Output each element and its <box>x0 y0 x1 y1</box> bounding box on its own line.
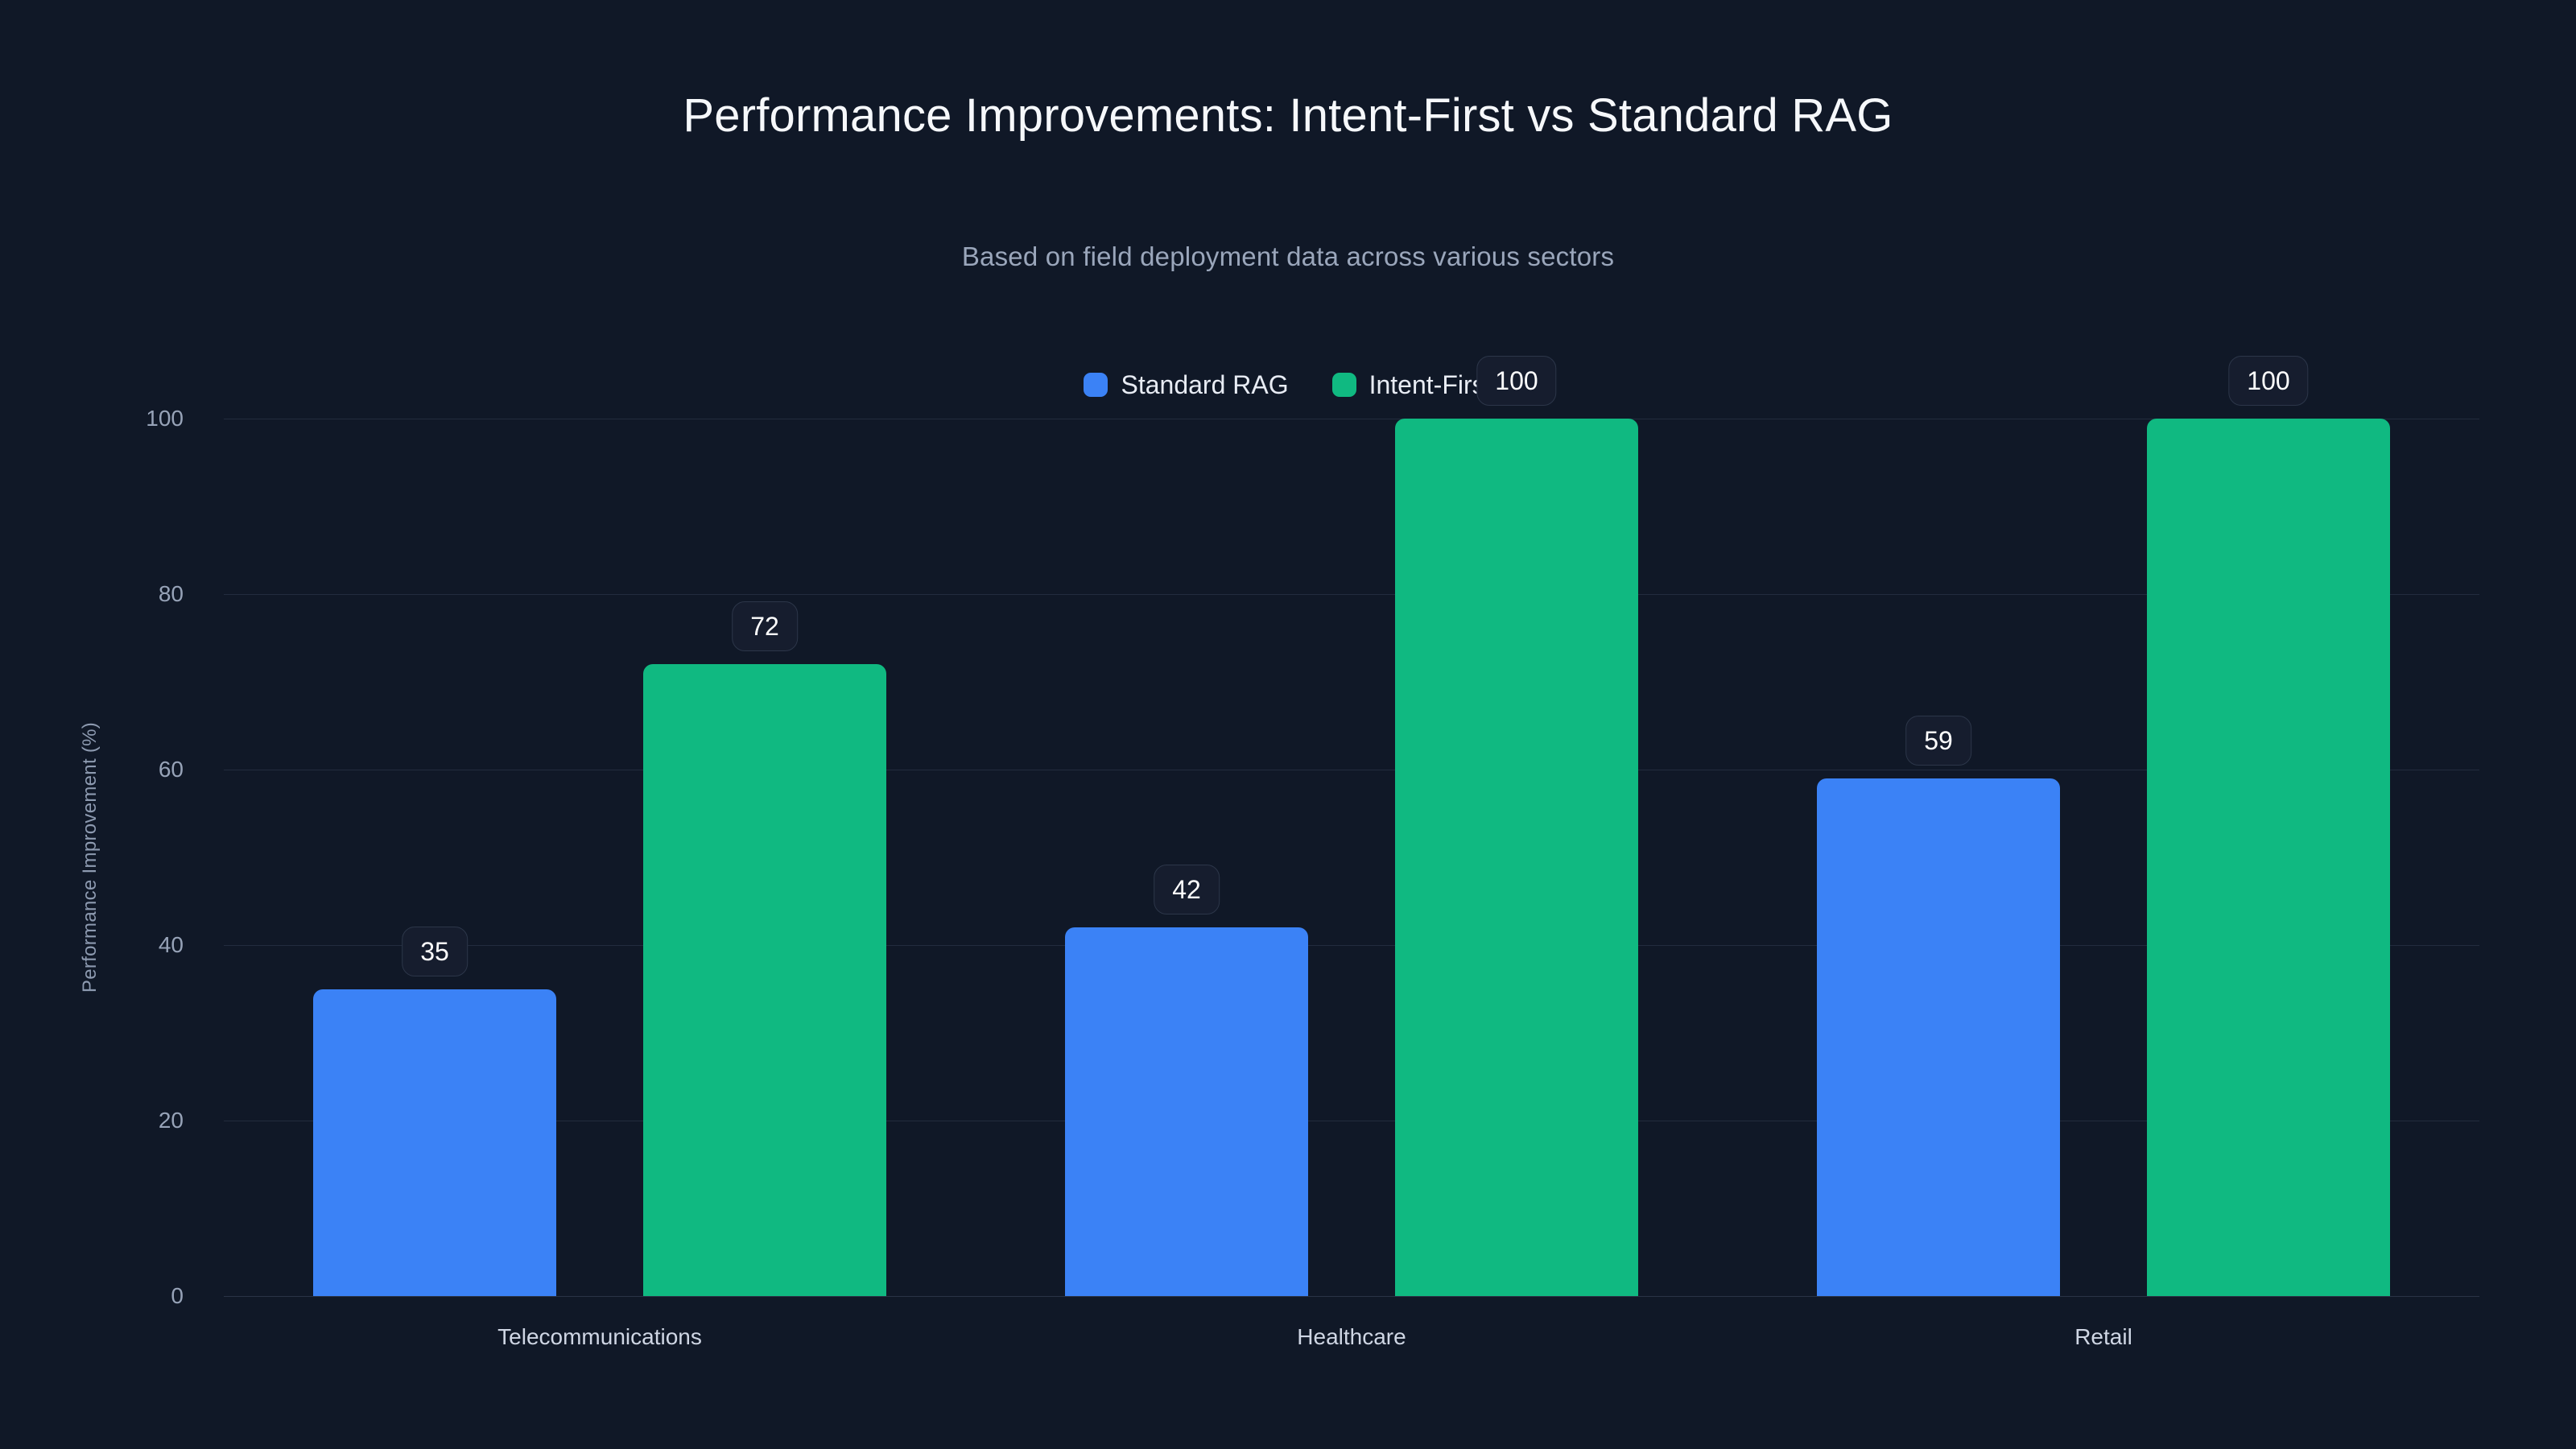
legend-swatch-icon <box>1084 373 1108 397</box>
x-axis-labels: Telecommunications Healthcare Retail <box>224 1324 2479 1373</box>
chart-title: Performance Improvements: Intent-First v… <box>683 89 1893 142</box>
bar[interactable] <box>313 989 556 1296</box>
gridline <box>224 594 2479 595</box>
legend-label: Intent-First <box>1368 370 1492 399</box>
chart-subtitle: Based on field deployment data across va… <box>961 242 1615 271</box>
bar[interactable] <box>1395 419 1638 1296</box>
y-tick-label: 60 <box>158 757 184 782</box>
x-axis-label: Telecommunications <box>497 1324 702 1349</box>
legend-swatch-icon <box>1331 373 1356 397</box>
plot-area <box>224 419 2479 1297</box>
axis-baseline <box>224 1296 2479 1297</box>
legend-label: Standard RAG <box>1121 370 1289 399</box>
y-axis-ticks: 0 20 40 60 80 100 <box>0 406 201 1308</box>
gridline <box>224 945 2479 946</box>
x-axis-label: Healthcare <box>1297 1324 1406 1349</box>
legend-item-intent-first[interactable]: Intent-First <box>1331 370 1492 399</box>
y-tick-label: 100 <box>146 406 184 431</box>
y-axis-title: Performance Improvement (%) <box>79 721 101 993</box>
bar[interactable] <box>1817 778 2060 1296</box>
x-axis-label: Retail <box>2074 1324 2132 1349</box>
legend-item-standard-rag[interactable]: Standard RAG <box>1084 370 1289 399</box>
bars-layer <box>224 419 2479 1296</box>
bar[interactable] <box>643 664 886 1296</box>
bar[interactable] <box>1065 927 1308 1296</box>
y-tick-label: 80 <box>158 581 184 606</box>
chart-legend: Standard RAG Intent-First <box>0 372 2576 398</box>
y-tick-label: 40 <box>158 932 184 957</box>
bar[interactable] <box>2147 419 2390 1296</box>
y-tick-label: 0 <box>171 1283 184 1308</box>
y-tick-label: 20 <box>158 1108 184 1133</box>
